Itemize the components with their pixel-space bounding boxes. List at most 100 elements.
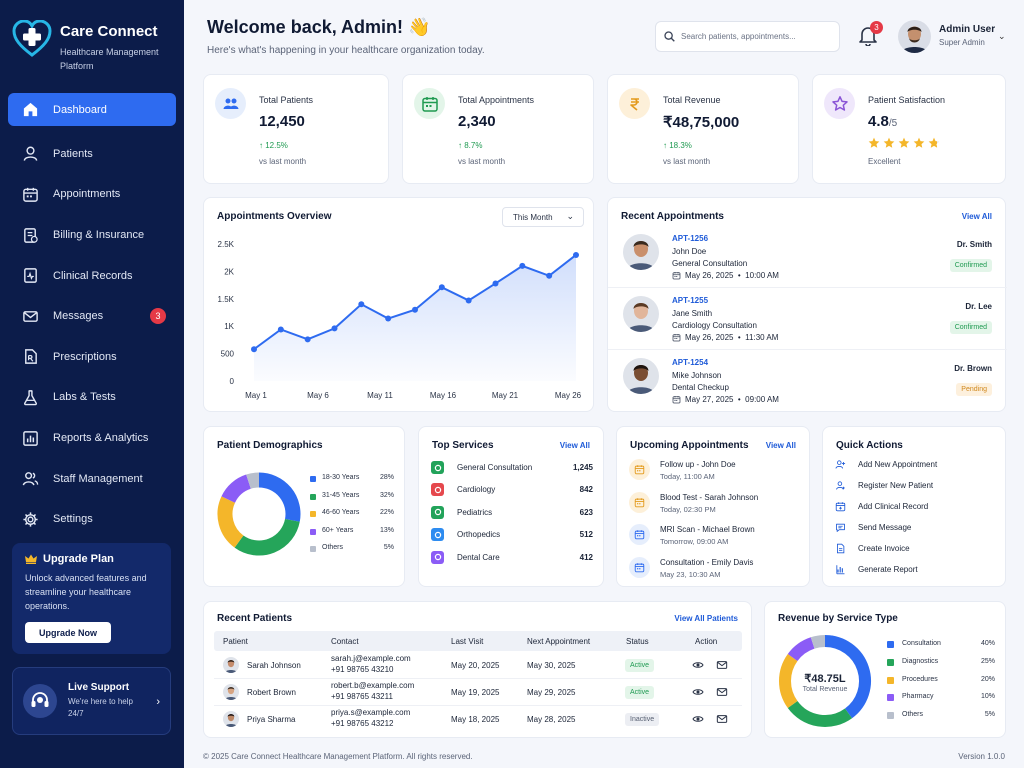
top-services-view-all-link[interactable]: View All <box>559 441 590 450</box>
search-input[interactable] <box>681 32 831 41</box>
brand[interactable]: Care Connect Healthcare Management Platf… <box>12 20 170 73</box>
sidebar-item-label: Messages <box>53 310 104 323</box>
eye-icon[interactable] <box>692 713 704 725</box>
sidebar-item-billing-insurance[interactable]: Billing & Insurance <box>8 215 176 256</box>
appointment-row[interactable]: APT-1255 Jane Smith Cardiology Consultatio… <box>608 292 1007 350</box>
user-avatar[interactable] <box>898 20 931 53</box>
calendar-plus-icon <box>835 501 846 512</box>
upgrade-now-button[interactable]: Upgrade Now <box>25 622 111 643</box>
legend-label: Procedures <box>902 675 938 683</box>
status-badge: Inactive <box>625 713 660 726</box>
sidebar-item-settings[interactable]: Settings <box>8 499 176 540</box>
patient-email: sarah.j@example.com <box>331 654 411 663</box>
doctor-name: Dr. Lee <box>965 302 992 311</box>
doctor-name: Dr. Smith <box>956 240 992 249</box>
upcoming-item[interactable]: Consultation - Emily Davis May 23, 10:30 … <box>629 556 799 589</box>
sidebar-item-messages[interactable]: Messages 3 <box>8 296 176 337</box>
legend-swatch <box>310 528 316 535</box>
upcoming-item[interactable]: MRI Scan - Michael Brown Tomorrow, 09:00 … <box>629 523 799 556</box>
stat-label: Total Patients <box>259 95 314 105</box>
patient-name: Mike Johnson <box>672 371 722 380</box>
legend-label: Pharmacy <box>902 693 934 701</box>
patient-name: Jane Smith <box>672 309 713 318</box>
service-row[interactable]: Cardiology 842 <box>431 483 593 505</box>
period-filter-select[interactable]: This Month ⌄ <box>502 207 584 227</box>
create-invoice-action[interactable]: Create Invoice <box>835 543 995 564</box>
legend-label: 46-60 Years <box>322 509 360 516</box>
recent-appointments-title: Recent Appointments <box>621 211 724 222</box>
sidebar-item-prescriptions[interactable]: Prescriptions <box>8 337 176 378</box>
x-tick-label: May 1 <box>245 391 267 400</box>
upgrade-panel: Upgrade Plan Unlock advanced features an… <box>12 543 171 654</box>
sidebar-item-dashboard[interactable]: Dashboard <box>8 93 176 126</box>
eye-icon[interactable] <box>692 659 704 671</box>
sidebar-item-patients[interactable]: Patients <box>8 134 176 175</box>
total-revenue-card: Total Revenue ₹48,75,000 ↑ 18.3% vs last mo… <box>607 74 799 184</box>
service-row[interactable]: Pediatrics 623 <box>431 505 593 528</box>
appointment-datetime: May 26, 2025 • 10:00 AM <box>672 271 779 280</box>
tooth-icon <box>431 550 444 564</box>
sidebar-item-label: Staff Management <box>53 472 143 485</box>
register-new-patient-action[interactable]: Register New Patient <box>835 480 995 501</box>
service-count: 623 <box>579 507 593 517</box>
sidebar-item-labs-tests[interactable]: Labs & Tests <box>8 377 176 418</box>
envelope-icon[interactable] <box>716 686 728 698</box>
calendar-icon <box>629 556 650 578</box>
add-clinical-record-action[interactable]: Add Clinical Record <box>835 501 995 522</box>
chevron-down-icon[interactable]: ⌄ <box>998 31 1006 41</box>
mail-icon <box>22 308 53 325</box>
action-label: Create Invoice <box>858 544 910 553</box>
upcoming-item[interactable]: Blood Test - Sarah Johnson Today, 02:30 P… <box>629 491 799 524</box>
table-row[interactable]: Priya Sharma priya.s@example.com +91 98765… <box>214 707 742 733</box>
envelope-icon[interactable] <box>716 713 728 725</box>
sidebar-item-appointments[interactable]: Appointments <box>8 174 176 215</box>
calendar-icon <box>672 271 681 280</box>
team-icon <box>22 470 53 487</box>
upcoming-title: MRI Scan - Michael Brown <box>660 525 755 534</box>
star-icon <box>883 137 895 148</box>
page-title: Welcome back, Admin! 👋 <box>207 17 431 37</box>
add-new-appointment-action[interactable]: Add New Appointment <box>835 459 995 480</box>
legend-item: 46-60 Years 22% <box>310 509 394 527</box>
flask-icon <box>22 389 53 406</box>
y-tick-label: 1K <box>224 322 234 331</box>
sidebar-item-clinical-records[interactable]: Clinical Records <box>8 255 176 296</box>
legend-item: Others 5% <box>887 711 995 729</box>
x-tick-label: May 16 <box>430 391 457 400</box>
service-row[interactable]: General Consultation 1,245 <box>431 461 593 483</box>
generate-report-action[interactable]: Generate Report <box>835 564 995 585</box>
next-appointment: May 30, 2025 <box>527 661 576 670</box>
search-box[interactable] <box>655 21 840 52</box>
recent-appointments-view-all-link[interactable]: View All <box>961 212 992 221</box>
sidebar-item-label: Billing & Insurance <box>53 229 145 242</box>
legend-value: 32% <box>379 491 394 499</box>
view-all-patients-link[interactable]: View All Patients <box>674 614 738 623</box>
live-support-card[interactable]: Live Support We're here to help 24/7 › <box>12 667 171 735</box>
stat-value: ₹48,75,000 <box>663 114 740 131</box>
service-row[interactable]: Dental Care 412 <box>431 550 593 573</box>
table-row[interactable]: Sarah Johnson sarah.j@example.com +91 9876… <box>214 653 742 679</box>
footer-version: Version 1.0.0 <box>958 752 1005 761</box>
sidebar-item-reports-analytics[interactable]: Reports & Analytics <box>8 418 176 459</box>
upcoming-title: Upcoming Appointments <box>630 440 749 451</box>
service-row[interactable]: Orthopedics 512 <box>431 528 593 550</box>
patients-icon <box>215 88 246 119</box>
patient-name: Priya Sharma <box>247 715 296 724</box>
legend-value: 5% <box>383 544 394 551</box>
legend-label: Others <box>322 544 344 551</box>
demographic-slice <box>221 474 252 504</box>
appointment-row[interactable]: APT-1256 John Doe General Consultation May … <box>608 230 1007 288</box>
eye-icon[interactable] <box>692 686 704 698</box>
area-fill <box>254 254 576 381</box>
column-header: Status <box>626 637 649 646</box>
upcoming-view-all-link[interactable]: View All <box>765 441 796 450</box>
doctor-name: Dr. Brown <box>954 364 992 373</box>
appointment-row[interactable]: APT-1254 Mike Johnson Dental Checkup May 27… <box>608 354 1007 412</box>
sidebar-item-label: Reports & Analytics <box>53 432 149 445</box>
upcoming-item[interactable]: Follow up - John Doe Today, 11:00 AM <box>629 458 799 491</box>
envelope-icon[interactable] <box>716 659 728 671</box>
table-row[interactable]: Robert Brown robert.b@example.com +91 9876… <box>214 680 742 706</box>
top-services-card: Top Services View All General Consultati… <box>418 426 604 587</box>
sidebar-item-staff-management[interactable]: Staff Management <box>8 458 176 499</box>
send-message-action[interactable]: Send Message <box>835 522 995 543</box>
